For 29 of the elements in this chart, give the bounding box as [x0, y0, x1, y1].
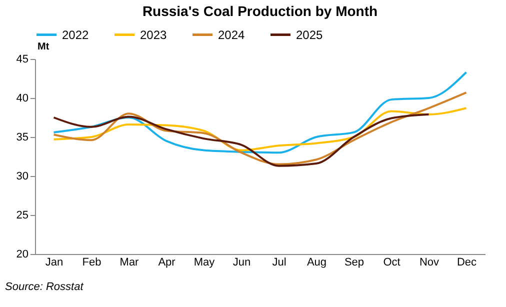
x-tick-label: Dec — [456, 256, 478, 268]
x-tick-label: May — [194, 256, 216, 268]
legend-label: 2023 — [140, 28, 168, 42]
y-tick-label: 40 — [16, 92, 28, 104]
x-tick-label: Sep — [344, 256, 364, 268]
line-series — [52, 113, 430, 167]
x-tick-label: Mar — [120, 256, 140, 268]
x-tick-label: Jun — [232, 256, 251, 268]
y-tick-label: 20 — [16, 248, 28, 260]
y-axis-title: Mt — [38, 42, 50, 52]
y-tick-label: 45 — [16, 54, 28, 66]
y-tick-label: 35 — [16, 132, 28, 144]
line-series — [52, 71, 468, 154]
x-tick-label: Jul — [272, 256, 286, 268]
chart-title: Russia's Coal Production by Month — [142, 3, 378, 19]
line-series — [52, 92, 468, 166]
legend-label: 2022 — [62, 28, 90, 42]
x-tick-label: Oct — [383, 256, 400, 268]
line-series — [52, 107, 468, 152]
x-tick-label: Apr — [158, 256, 176, 268]
y-tick-label: 30 — [16, 170, 28, 182]
x-tick-label: Nov — [419, 256, 440, 268]
legend-label: 2024 — [218, 28, 246, 42]
x-tick-label: Aug — [306, 256, 327, 268]
x-tick-label: Feb — [82, 256, 102, 268]
legend-label: 2025 — [296, 28, 324, 42]
source-note: Source: Rosstat — [5, 281, 84, 293]
x-tick-label: Jan — [45, 256, 64, 268]
y-tick-label: 25 — [16, 210, 28, 222]
